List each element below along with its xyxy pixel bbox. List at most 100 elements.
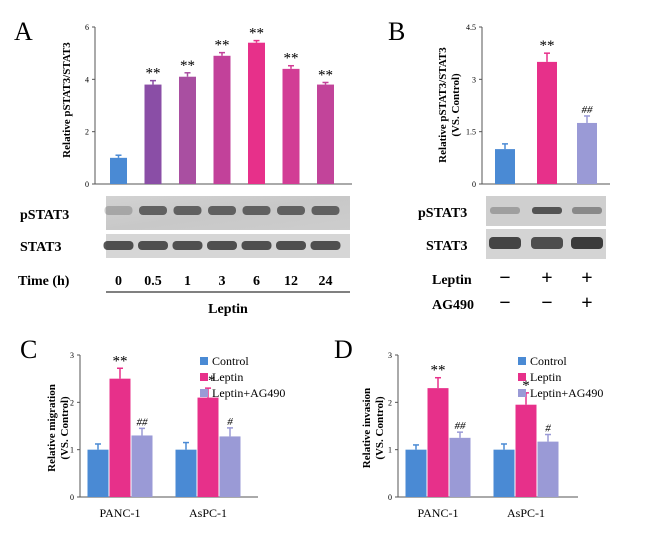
panel-d-ytick-label: 2 xyxy=(388,398,392,407)
panel-a-bar xyxy=(144,84,162,184)
panel-b-ylabel-line1: Relative pSTAT3/STAT3 xyxy=(437,47,449,163)
panel-d-ylabel-line1: Relative invasion xyxy=(361,388,373,468)
panel-b-label: B xyxy=(388,17,405,46)
panel-d-category-label: AsPC-1 xyxy=(507,506,545,520)
panel-c-ylabel-line2: (VS. Control) xyxy=(59,396,71,460)
panel-a-stat3-band xyxy=(310,241,341,250)
panel-c-category-label: PANC-1 xyxy=(100,506,141,520)
panel-a-plot: 0 2 4 6 ** ** ** ** ** ** xyxy=(85,23,352,189)
panel-c-category-label: AsPC-1 xyxy=(189,506,227,520)
panel-d-category-label: PANC-1 xyxy=(418,506,459,520)
panel-d-legend-swatch xyxy=(518,357,526,365)
panel-a-stat3-band xyxy=(103,241,134,250)
panel-c-bar xyxy=(175,449,197,497)
panel-b-treat-label-leptin: Leptin xyxy=(432,273,472,288)
panel-c-bar xyxy=(219,436,241,497)
panel-a-significance-label: ** xyxy=(180,58,195,74)
panel-a-stat3-band xyxy=(138,241,168,250)
panel-d-legend-label: Control xyxy=(530,354,567,368)
panel-b-plot: 0 1.5 3 4.5 ** ## xyxy=(466,23,610,189)
panel-a-pstat3-band xyxy=(173,206,202,215)
panel-c-legend-label: Leptin+AG490 xyxy=(212,386,285,400)
panel-a-bar xyxy=(282,68,300,184)
panel-a-ylabel: Relative pSTAT3/STAT3 xyxy=(61,42,73,158)
panel-b-stat3-band xyxy=(571,237,603,249)
panel-a-time-value: 1 xyxy=(184,274,191,289)
panel-c-ytick-label: 0 xyxy=(70,493,74,502)
panel-a-ytick-label: 0 xyxy=(85,180,89,189)
panel-c-legend-swatch xyxy=(200,373,208,381)
panel-a-time-value: 3 xyxy=(219,274,226,289)
panel-d-bar xyxy=(493,449,515,497)
panel-d-bar xyxy=(427,388,449,497)
panel-b-bar xyxy=(495,149,515,184)
panel-a-leptin-label: Leptin xyxy=(208,302,248,317)
panel-c-ytick-label: 1 xyxy=(70,446,74,455)
panel-d-plot: 0 1 2 3 ** ## PANC-1 * # AsPC-1 Control Leptin Lepti… xyxy=(388,351,603,520)
panel-a-label: A xyxy=(14,17,33,46)
panel-b-pstat3-band xyxy=(532,207,562,214)
panel-b-blots xyxy=(486,196,606,259)
panel-a-significance-label: ** xyxy=(318,67,333,83)
panel-d-ytick-label: 3 xyxy=(388,351,392,360)
panel-b-ytick-label: 4.5 xyxy=(466,23,476,32)
panel-a-blot-label-pstat3: pSTAT3 xyxy=(20,208,69,223)
panel-c-significance-label: # xyxy=(227,416,233,428)
panel-d-significance-label: # xyxy=(545,423,551,435)
panel-b-treatment-mark: − xyxy=(499,267,510,289)
panel-d-significance-label: ## xyxy=(455,420,467,432)
panel-a-bar xyxy=(213,55,231,185)
panel-d-legend-swatch xyxy=(518,373,526,381)
panel-a-bar xyxy=(110,157,127,184)
panel-d-bar xyxy=(537,441,559,497)
panel-b-significance-label: ## xyxy=(582,104,594,116)
panel-a-blots xyxy=(103,196,350,258)
panel-b-treatment-mark: + xyxy=(581,267,592,289)
panel-c-legend-swatch xyxy=(200,389,208,397)
panel-a-significance-label: ** xyxy=(146,66,161,82)
panel-a-ytick-label: 4 xyxy=(85,75,89,84)
panel-b-stat3-band xyxy=(531,237,563,249)
panel-d-legend-label: Leptin+AG490 xyxy=(530,386,603,400)
panel-c-bar xyxy=(109,378,131,497)
panel-a-time-value: 0 xyxy=(115,274,122,289)
panel-b-treatment-marks: − + + − − + xyxy=(499,267,592,314)
panel-b-pstat3-band xyxy=(572,207,602,214)
panel-b-pstat3-band xyxy=(490,207,520,214)
panel-d-significance-label: ** xyxy=(431,363,446,379)
panel-a-bar xyxy=(248,42,265,185)
panel-b-treatment-mark: − xyxy=(499,292,510,314)
panel-b-blot-label-pstat3: pSTAT3 xyxy=(418,206,467,221)
panel-c-ylabel-line1: Relative migration xyxy=(46,384,58,472)
panel-a-time-label: Time (h) xyxy=(18,274,70,289)
panel-c-bar xyxy=(131,435,153,497)
panel-a-pstat3-band xyxy=(242,206,271,215)
panel-d-label: D xyxy=(334,335,353,364)
panel-d-legend-swatch xyxy=(518,389,526,397)
panel-b-blot-label-stat3: STAT3 xyxy=(426,239,468,254)
panel-c-bar xyxy=(197,397,219,497)
panel-d-bar xyxy=(515,404,537,497)
panel-a-ytick-label: 2 xyxy=(85,128,89,137)
panel-a-pstat3-band xyxy=(277,206,305,215)
panel-a-stat3-band xyxy=(276,241,306,250)
panel-d-bar xyxy=(405,449,427,497)
panel-b-treatment-mark: − xyxy=(541,292,552,314)
panel-a-stat3-band xyxy=(241,241,272,250)
panel-b-significance-label: ** xyxy=(540,38,555,54)
panel-a-bar xyxy=(317,84,334,184)
panel-a-pstat3-band xyxy=(139,206,167,215)
panel-c-bar xyxy=(87,449,109,497)
panel-c-ytick-label: 2 xyxy=(70,398,74,407)
panel-a-pstat3-band xyxy=(311,206,340,215)
panel-b-ytick-label: 3 xyxy=(472,75,476,84)
panel-a-time-values: 0 0.5 1 3 6 12 24 xyxy=(115,274,333,289)
panel-a-time-value: 12 xyxy=(284,274,298,289)
panel-c-legend-label: Control xyxy=(212,354,249,368)
panel-b-stat3-band xyxy=(489,237,521,249)
panel-a-time-value: 0.5 xyxy=(144,274,162,289)
panel-c-legend-swatch xyxy=(200,357,208,365)
panel-a-significance-label: ** xyxy=(249,26,264,42)
